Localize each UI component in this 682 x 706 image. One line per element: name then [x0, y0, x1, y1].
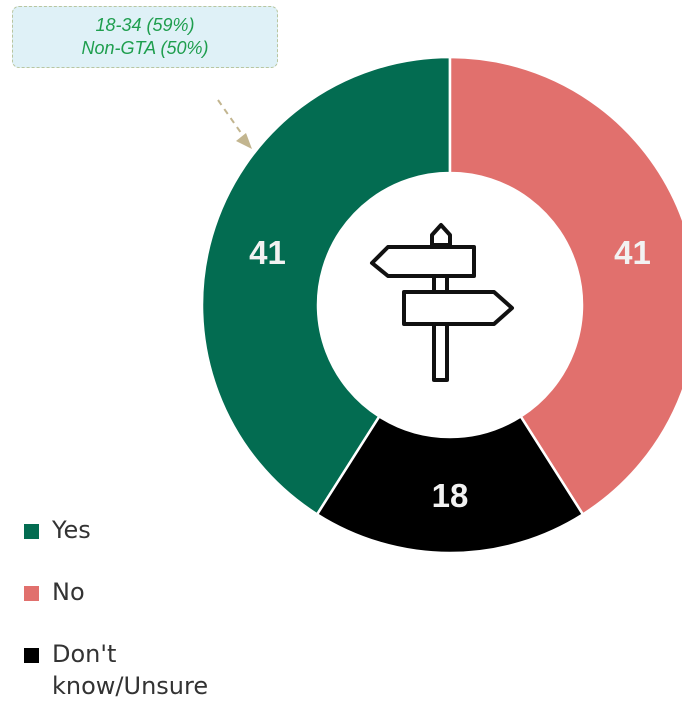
donut-segment-unsure — [315, 414, 585, 555]
donut-segment-no — [448, 55, 682, 517]
legend-label-unsure: Don't know/Unsure — [52, 640, 209, 700]
value-label-unsure: 18 — [432, 477, 469, 514]
callout-line-region: Non-GTA (50%) — [81, 38, 209, 58]
value-label-no: 41 — [614, 234, 651, 271]
legend-swatch-no — [24, 586, 39, 601]
donut-value-labels: 41 41 18 — [249, 234, 651, 514]
legend-label-no: No — [52, 578, 85, 606]
legend-swatch-unsure — [24, 648, 39, 663]
value-label-yes: 41 — [249, 234, 286, 271]
legend-swatch-yes — [24, 524, 39, 539]
donut-segments — [200, 55, 682, 555]
signpost-icon — [370, 223, 514, 382]
donut-segment-yes — [200, 55, 452, 517]
callout-line-age: 18-34 (59%) — [95, 15, 195, 35]
callout-box: 18-34 (59%) Non-GTA (50%) — [12, 6, 278, 68]
legend-label-yes: Yes — [52, 516, 91, 544]
callout-arrow — [217, 99, 252, 149]
